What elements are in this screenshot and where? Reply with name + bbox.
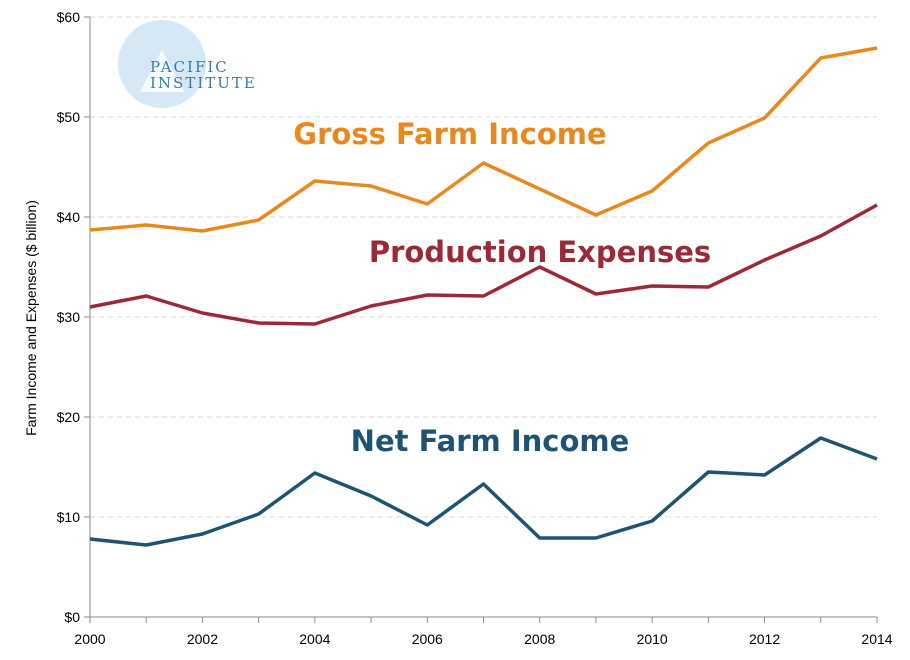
x-tick-label: 2010 — [637, 631, 668, 647]
series-label-net-farm-income: Net Farm Income — [351, 424, 630, 458]
y-tick-label: $10 — [57, 509, 81, 525]
series-label-production-expenses: Production Expenses — [369, 235, 711, 269]
mountain-icon — [140, 50, 184, 92]
y-tick-label: $60 — [57, 9, 81, 25]
x-tick-label: 2000 — [74, 631, 105, 647]
y-tick-label: $50 — [57, 109, 81, 125]
y-tick-label: $30 — [57, 309, 81, 325]
x-tick-label: 2006 — [412, 631, 443, 647]
x-tick-label: 2004 — [299, 631, 330, 647]
x-tick-label: 2014 — [861, 631, 892, 647]
y-tick-label: $0 — [64, 609, 80, 625]
y-tick-label: $40 — [57, 209, 81, 225]
x-tick-label: 2012 — [749, 631, 780, 647]
x-tick-label: 2002 — [187, 631, 218, 647]
logo-line2: INSTITUTE — [150, 74, 257, 92]
logo-line1: PACIFIC — [150, 58, 229, 76]
series-line-gross-farm-income — [89, 46, 878, 233]
pacific-institute-logo: PACIFIC INSTITUTE — [118, 20, 257, 108]
series-label-gross-farm-income: Gross Farm Income — [293, 117, 606, 151]
y-axis-label: Farm Income and Expenses ($ billion) — [23, 200, 39, 436]
y-axis-ticks: $0 $10 $20 $30 $40 $50 $60 — [57, 9, 90, 625]
series-line-net-farm-income — [89, 436, 878, 547]
series-lines — [89, 46, 878, 547]
x-tick-label: 2008 — [524, 631, 555, 647]
x-axis-ticks: 2000 2002 2004 2006 2008 2010 2012 2014 — [74, 617, 893, 647]
y-tick-label: $20 — [57, 409, 81, 425]
series-line-production-expenses — [89, 203, 878, 326]
